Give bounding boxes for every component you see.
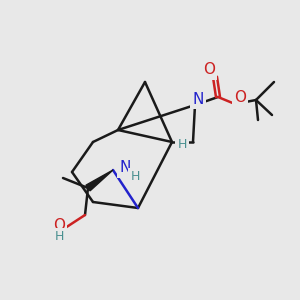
Text: O: O (53, 218, 65, 233)
Text: H: H (177, 137, 187, 151)
Text: N: N (119, 160, 131, 175)
Polygon shape (86, 170, 113, 191)
Text: H: H (54, 230, 64, 244)
Text: O: O (203, 62, 215, 77)
Text: N: N (192, 92, 204, 106)
Text: H: H (130, 170, 140, 184)
Text: O: O (234, 91, 246, 106)
